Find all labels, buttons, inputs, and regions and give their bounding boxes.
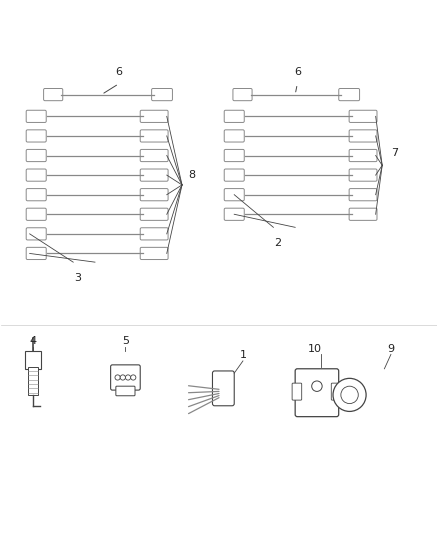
FancyBboxPatch shape [349, 169, 377, 181]
Text: 9: 9 [387, 344, 395, 353]
FancyBboxPatch shape [295, 369, 339, 417]
FancyBboxPatch shape [140, 149, 168, 161]
FancyBboxPatch shape [224, 208, 244, 220]
FancyBboxPatch shape [349, 130, 377, 142]
Text: 8: 8 [188, 170, 196, 180]
FancyBboxPatch shape [224, 110, 244, 123]
FancyBboxPatch shape [224, 189, 244, 201]
Circle shape [341, 386, 358, 403]
FancyBboxPatch shape [26, 149, 46, 161]
FancyBboxPatch shape [140, 228, 168, 240]
Text: 1: 1 [240, 350, 247, 360]
Text: 3: 3 [74, 273, 81, 283]
FancyBboxPatch shape [349, 110, 377, 123]
Circle shape [125, 375, 131, 380]
FancyBboxPatch shape [140, 110, 168, 123]
FancyBboxPatch shape [140, 189, 168, 201]
FancyBboxPatch shape [140, 247, 168, 260]
FancyBboxPatch shape [349, 149, 377, 161]
FancyBboxPatch shape [26, 169, 46, 181]
FancyBboxPatch shape [111, 365, 140, 390]
FancyBboxPatch shape [26, 247, 46, 260]
FancyBboxPatch shape [224, 130, 244, 142]
Circle shape [115, 375, 120, 380]
FancyBboxPatch shape [233, 88, 252, 101]
FancyBboxPatch shape [25, 351, 41, 369]
Circle shape [120, 375, 125, 380]
Text: 4: 4 [30, 336, 37, 346]
Text: 6: 6 [294, 67, 301, 77]
FancyBboxPatch shape [116, 386, 135, 396]
Text: 5: 5 [122, 336, 129, 346]
FancyBboxPatch shape [212, 371, 234, 406]
FancyBboxPatch shape [28, 367, 39, 395]
FancyBboxPatch shape [140, 130, 168, 142]
Text: 7: 7 [391, 148, 398, 158]
FancyBboxPatch shape [331, 383, 341, 400]
Circle shape [312, 381, 322, 391]
FancyBboxPatch shape [339, 88, 360, 101]
FancyBboxPatch shape [349, 189, 377, 201]
FancyBboxPatch shape [26, 189, 46, 201]
FancyBboxPatch shape [224, 169, 244, 181]
Text: 10: 10 [308, 344, 322, 353]
FancyBboxPatch shape [26, 228, 46, 240]
Circle shape [131, 375, 136, 380]
Text: 6: 6 [115, 67, 122, 77]
FancyBboxPatch shape [152, 88, 173, 101]
FancyBboxPatch shape [140, 169, 168, 181]
FancyBboxPatch shape [292, 383, 302, 400]
Circle shape [333, 378, 366, 411]
FancyBboxPatch shape [26, 110, 46, 123]
Text: 2: 2 [274, 238, 281, 248]
FancyBboxPatch shape [140, 208, 168, 220]
FancyBboxPatch shape [26, 208, 46, 220]
FancyBboxPatch shape [26, 130, 46, 142]
FancyBboxPatch shape [349, 208, 377, 220]
FancyBboxPatch shape [44, 88, 63, 101]
FancyBboxPatch shape [224, 149, 244, 161]
